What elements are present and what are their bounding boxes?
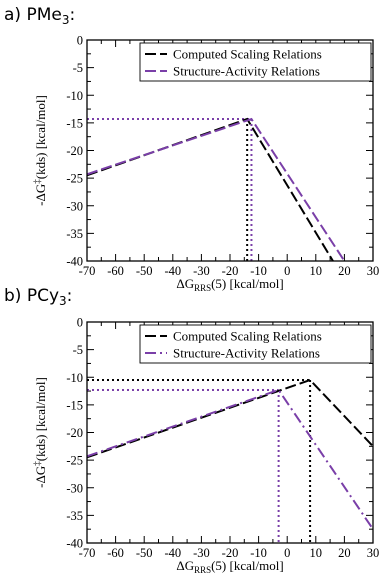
x-tick-label: 20 — [338, 546, 351, 560]
plot-frame — [86, 321, 374, 544]
y-tick-label: -20 — [66, 144, 83, 158]
series-line-computed-scaling — [87, 117, 334, 261]
x-tick-label: -10 — [250, 264, 267, 278]
y-tick-label: -15 — [66, 116, 83, 130]
y-axis-title: -ΔG‡(kds) [kcal/mol] — [32, 95, 48, 206]
x-tick-label: 10 — [310, 546, 323, 560]
x-axis-title: ΔGRRS(5) [kcal/mol] — [176, 276, 283, 293]
x-tick-label: -20 — [222, 546, 239, 560]
x-axis-title: ΔGRRS(5) [kcal/mol] — [176, 558, 283, 575]
x-tick-label: -50 — [136, 546, 153, 560]
x-tick-label: -60 — [107, 546, 124, 560]
x-tick-label: -50 — [136, 264, 153, 278]
y-tick-label: -40 — [66, 255, 83, 269]
y-tick-label: -10 — [66, 89, 83, 103]
y-tick-label: -30 — [66, 199, 83, 213]
x-tick-label: -40 — [164, 264, 181, 278]
x-tick-label: -60 — [107, 264, 124, 278]
y-tick-label: -5 — [73, 61, 83, 75]
x-tick-label: 30 — [367, 264, 380, 278]
chart-panel-a: a) PMe3: -70 -60 -50 -40 -30 -20 -10 0 10 20 30 0 -5 -… — [4, 5, 379, 293]
panel-label: a) PMe3: — [4, 5, 75, 27]
y-tick-label: -35 — [66, 509, 83, 523]
x-tick-label: -70 — [79, 264, 96, 278]
legend-label: Structure-Activity Relations — [173, 346, 320, 361]
legend-box — [139, 324, 372, 364]
y-tick-label: -35 — [66, 227, 83, 241]
y-tick-label: -15 — [66, 398, 83, 412]
legend-label: Computed Scaling Relations — [173, 329, 322, 344]
y-tick-label: -20 — [66, 426, 83, 440]
x-tick-label: 0 — [284, 546, 290, 560]
legend-box — [139, 42, 372, 82]
y-tick-label: 0 — [77, 316, 83, 330]
x-tick-label: -40 — [164, 546, 181, 560]
y-axis-title: -ΔG‡(kds) [kcal/mol] — [32, 377, 48, 488]
series-line-structure-activity — [87, 388, 373, 530]
panel-label: b) PCy3: — [4, 286, 72, 308]
plot-frame — [86, 39, 374, 262]
x-tick-label: -20 — [222, 264, 239, 278]
legend-label: Structure-Activity Relations — [173, 64, 320, 79]
series-line-structure-activity — [87, 117, 346, 261]
x-tick-label: 30 — [367, 546, 380, 560]
y-tick-label: -10 — [66, 371, 83, 385]
y-tick-label: -25 — [66, 172, 83, 186]
y-tick-label: -5 — [73, 343, 83, 357]
chart-panel-b: b) PCy3: -70 -60 -50 -40 -30 -20 -10 0 10 20 30 0 -5 -… — [4, 286, 379, 575]
x-tick-label: -30 — [193, 546, 210, 560]
legend-label: Computed Scaling Relations — [173, 47, 322, 62]
y-tick-label: -25 — [66, 454, 83, 468]
x-tick-label: -10 — [250, 546, 267, 560]
y-tick-label: -30 — [66, 481, 83, 495]
y-tick-label: -40 — [66, 537, 83, 551]
x-tick-label: 0 — [284, 264, 290, 278]
y-tick-label: 0 — [77, 34, 83, 48]
x-tick-label: -70 — [79, 546, 96, 560]
x-tick-label: 10 — [310, 264, 323, 278]
x-tick-label: -30 — [193, 264, 210, 278]
x-tick-label: 20 — [338, 264, 351, 278]
